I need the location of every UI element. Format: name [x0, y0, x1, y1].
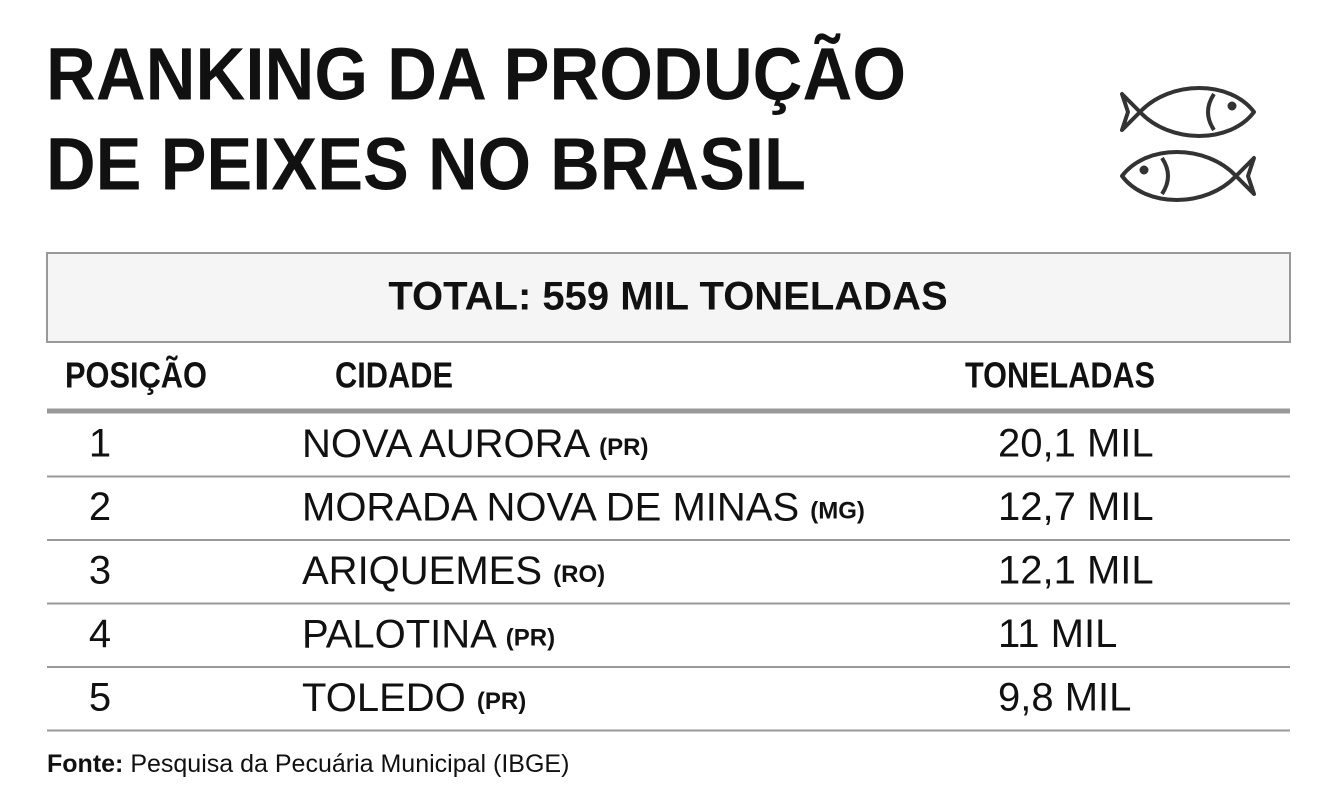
total-box [46, 252, 1291, 343]
fish-icon [1120, 86, 1256, 202]
column-header: TONELADAS [965, 355, 1155, 396]
state: (MG) [810, 498, 865, 525]
city: PALOTINA [302, 612, 497, 656]
column-header: POSIÇÃO [65, 354, 207, 396]
city: NOVA AURORA [302, 421, 591, 465]
source: Fonte: Pesquisa da Pecuária Municipal (I… [47, 750, 569, 778]
city-cell: MORADA NOVA DE MINAS (MG) [302, 485, 865, 529]
source-text: Pesquisa da Pecuária Municipal (IBGE) [130, 750, 569, 778]
tons: 11 MIL [998, 612, 1117, 656]
city-cell: ARIQUEMES (RO) [302, 548, 605, 592]
table-body: 1 NOVA AURORA (PR) 20,1 MIL 2 MORADA NOVA DE… [47, 421, 1290, 732]
city-cell: PALOTINA (PR) [302, 612, 555, 656]
tons: 12,7 MIL [998, 485, 1154, 529]
state: (PR) [506, 625, 555, 652]
tons: 12,1 MIL [998, 548, 1154, 592]
total: TOTAL: 559 MIL TONELADAS [388, 275, 947, 319]
city-cell: NOVA AURORA (PR) [302, 421, 648, 465]
city: MORADA NOVA DE MINAS [302, 485, 799, 529]
state: (RO) [553, 561, 605, 588]
city: TOLEDO [302, 675, 466, 719]
position: 5 [89, 675, 111, 719]
tons: 20,1 MIL [998, 421, 1154, 465]
state: (PR) [599, 434, 648, 461]
title-line: RANKING DA PRODUÇÃO [46, 33, 906, 116]
state: (PR) [477, 688, 526, 715]
city: ARIQUEMES [302, 548, 542, 592]
position: 2 [89, 485, 111, 529]
position: 4 [89, 612, 111, 656]
column-header: CIDADE [335, 355, 453, 396]
position: 1 [89, 421, 111, 465]
source-label: Fonte: [47, 750, 123, 778]
position: 3 [89, 548, 111, 592]
tons: 9,8 MIL [998, 675, 1131, 719]
city-cell: TOLEDO (PR) [302, 675, 526, 719]
title-line: DE PEIXES NO BRASIL [46, 123, 806, 206]
